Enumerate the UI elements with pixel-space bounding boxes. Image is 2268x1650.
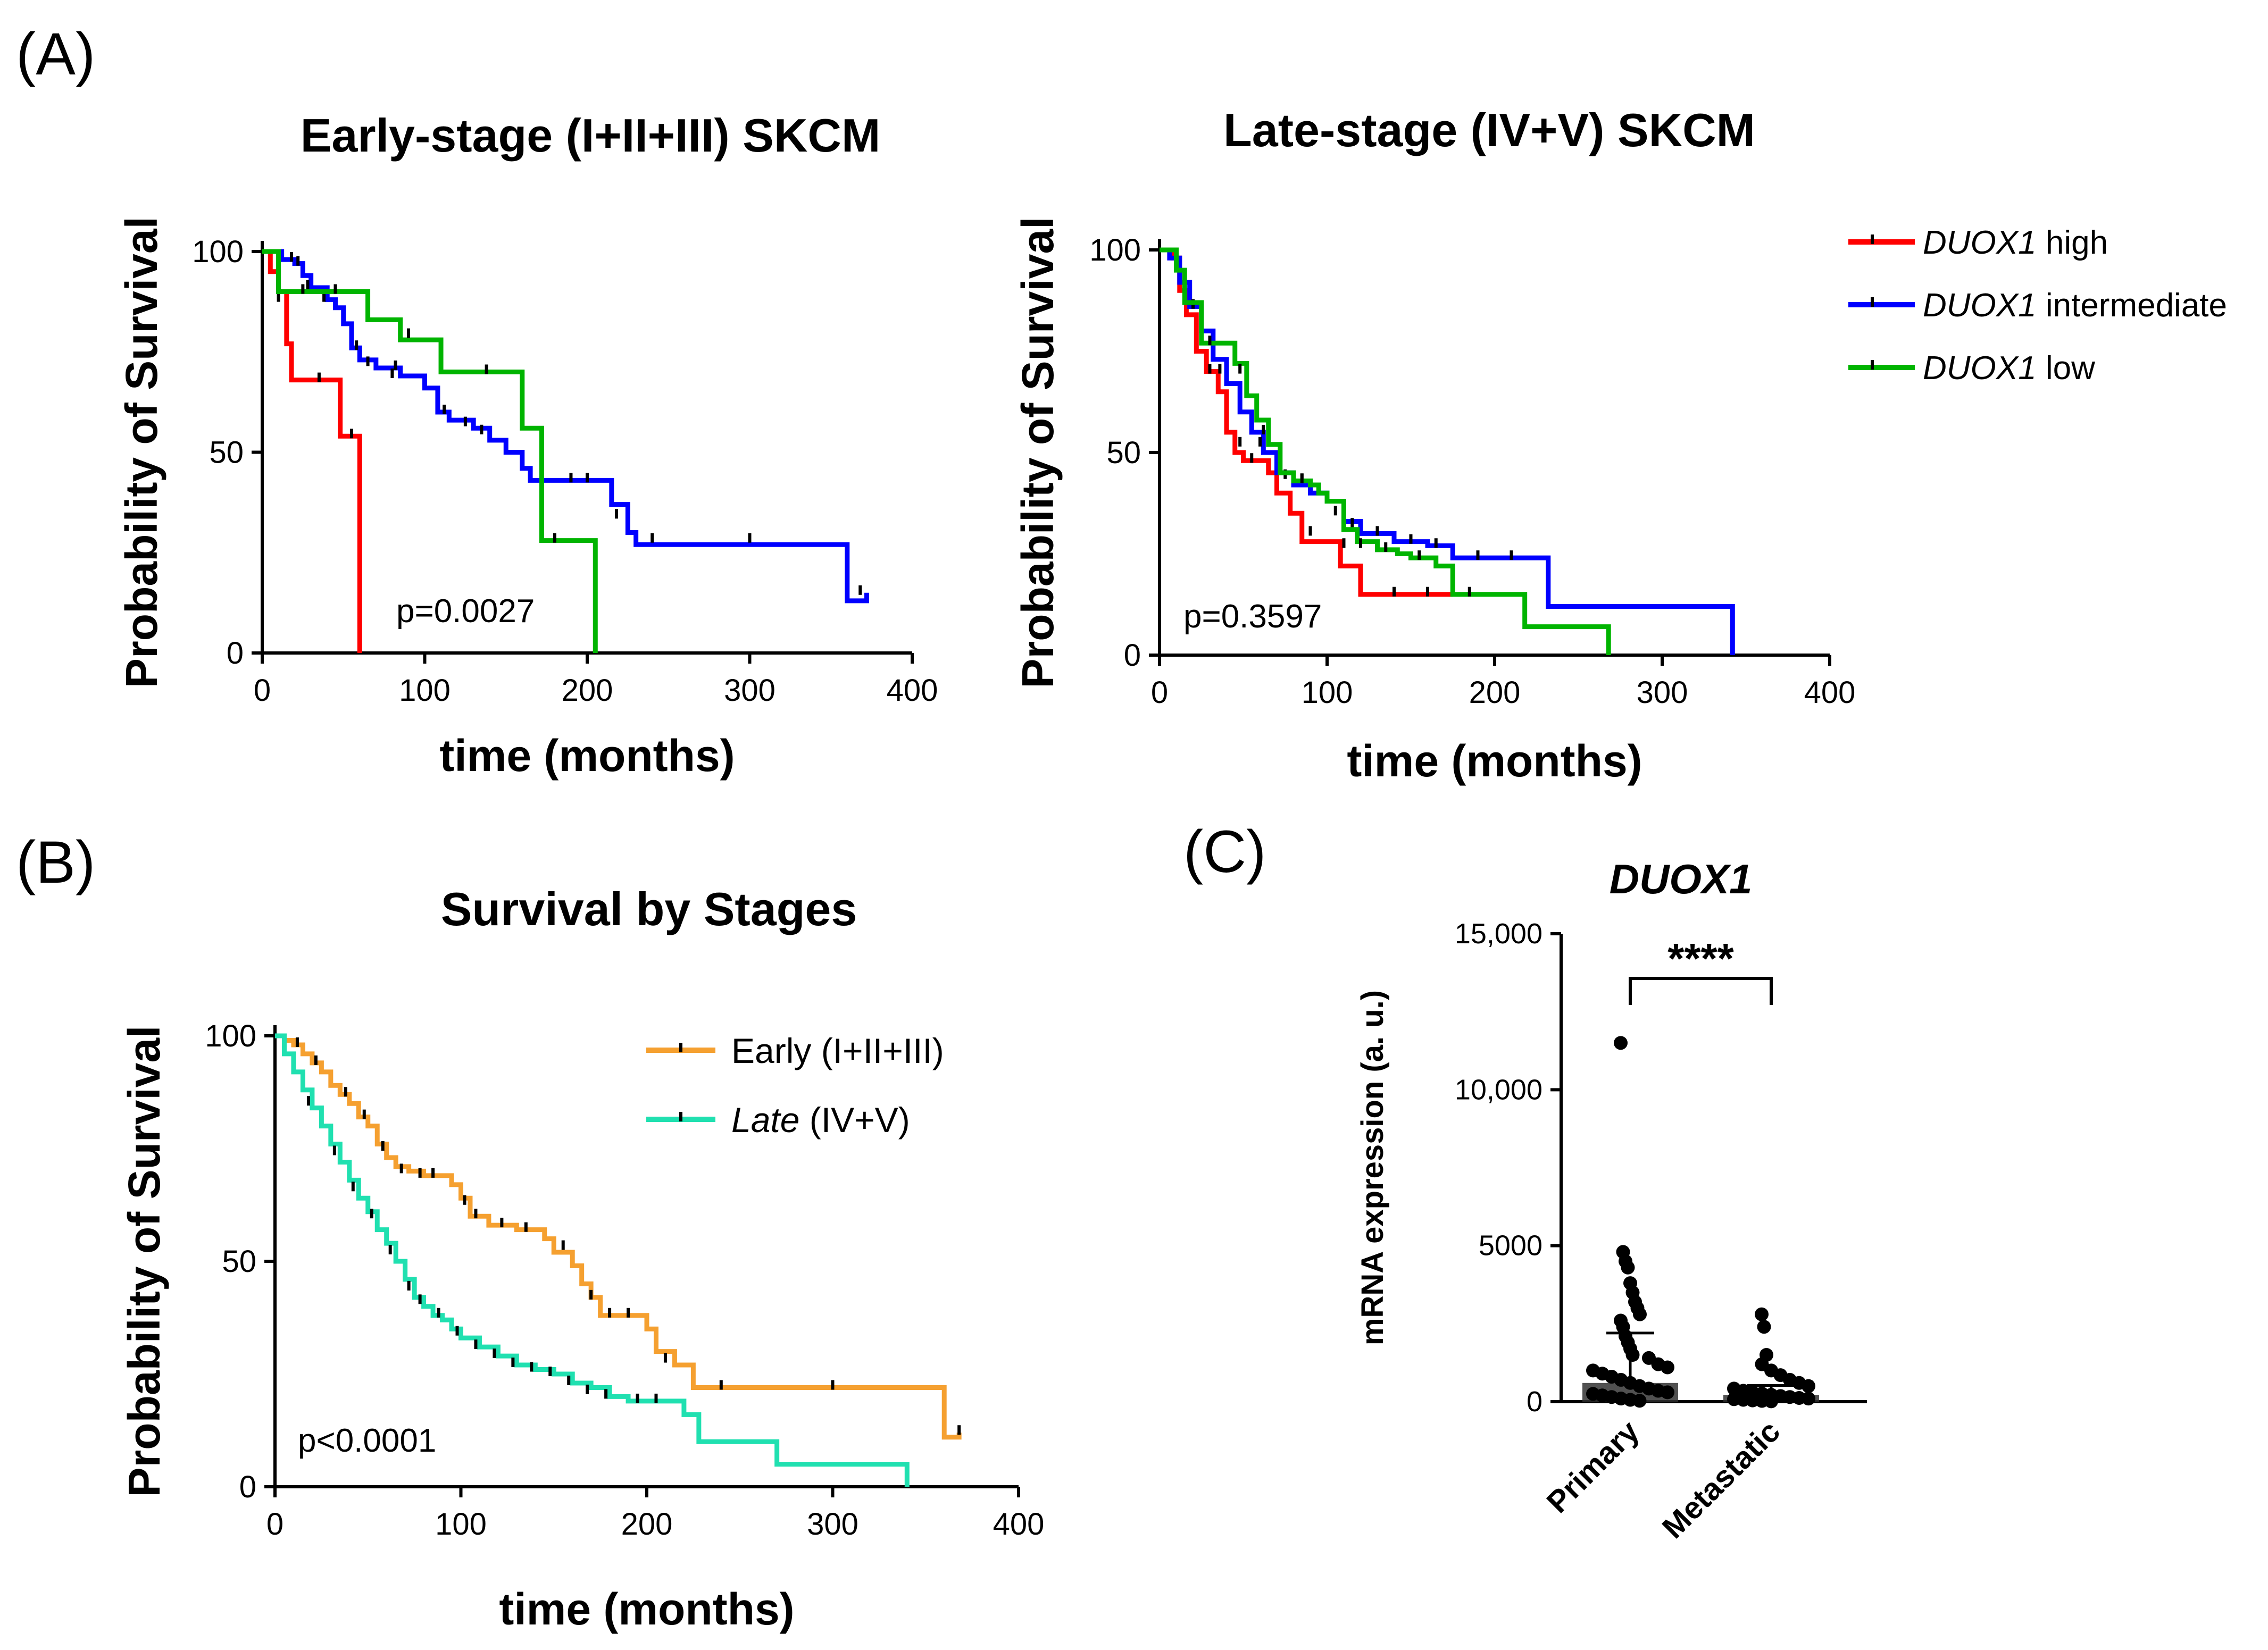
y-tick-label: 50 [1106,435,1141,470]
y-tick-label: 100 [192,234,244,269]
x-tick-label: 100 [435,1507,487,1542]
y-tick-label: 0 [1527,1386,1542,1418]
panel-label-a: (A) [16,21,95,87]
x-tick-label: 200 [562,673,613,708]
data-point [1633,1307,1647,1321]
chart-title: Survival by Stages [441,883,857,935]
y-axis-label: mRNA expression (a. u.) [1355,990,1390,1345]
p-value-label: p<0.0001 [298,1422,436,1459]
data-point [1802,1392,1815,1406]
x-tick-label: 300 [807,1507,858,1542]
chart-early-stage: 0 100 200 300 400 0 50 100 Early-stage (I+II+III… [116,109,938,781]
x-tick-label: 400 [887,673,938,708]
survival-curve-1 [262,249,869,604]
y-tick-label: 15,000 [1455,918,1542,950]
x-tick-label: 0 [266,1507,284,1542]
x-tick-label: 300 [724,673,776,708]
y-tick-label: 0 [239,1470,256,1504]
x-tick-label: 300 [1637,675,1688,710]
y-tick-label: 10,000 [1455,1074,1542,1105]
survival-curve-0 [262,249,362,653]
x-axis-label: time (months) [499,1584,794,1634]
data-point [1802,1379,1815,1393]
chart-title: Early-stage (I+II+III) SKCM [301,109,881,162]
y-axis-label: Probability of Survival [119,1026,169,1497]
legend-level: intermediate [2037,287,2227,324]
data-point [1621,1260,1635,1275]
legend-gene-name: DUOX1 [1923,350,2037,387]
x-tick-label: 200 [621,1507,673,1542]
x-axis-label: time (months) [1347,736,1642,786]
legend-stage-range: (IV+V) [810,1100,910,1140]
x-tick-label: 400 [1804,675,1856,710]
chart-duox1-expression: 0 5000 10,000 15,000 DUOX1 mRNA expression (a… [1355,856,1867,1545]
p-value-label: p=0.0027 [396,593,535,630]
legend-label-0: DUOX1 high [1923,224,2108,261]
y-axis-label: Probability of Survival [1013,217,1063,689]
x-category-label: Metastatic [1656,1414,1787,1545]
legend-level: low [2037,350,2095,387]
significance-label: **** [1667,935,1734,982]
x-tick-label: 200 [1469,675,1521,710]
legend-gene-name: DUOX1 [1923,287,2037,324]
y-tick-label: 50 [222,1244,256,1279]
legend-label-2: DUOX1 low [1923,350,2095,387]
chart-late-stage: 0 100 200 300 400 0 50 100 Late-stage (IV+V) SKC… [1013,104,2227,786]
data-point [1661,1385,1674,1400]
data-point [1632,1394,1647,1408]
p-value-label: p=0.3597 [1183,598,1322,635]
legend-gene-name: DUOX1 [1923,224,2037,261]
y-tick-label: 50 [209,435,244,470]
panel-label-c: (C) [1183,818,1266,885]
legend-level: high [2037,224,2108,261]
x-tick-label: 400 [993,1507,1045,1542]
data-point [1625,1348,1640,1362]
legend-stage-name: Late [731,1100,810,1140]
data-point [1764,1394,1778,1409]
panel-label-b: (B) [16,829,95,895]
chart-title: Late-stage (IV+V) SKCM [1223,104,1755,156]
significance-bracket [1629,977,1773,1005]
y-tick-label: 100 [205,1019,256,1053]
x-category-label: Primary [1540,1414,1646,1520]
survival-curve-2 [262,249,598,653]
chart-survival-by-stages: 0 100 200 300 400 0 50 100 Survival by Stages tim… [119,883,1044,1634]
data-point [1757,1320,1771,1334]
data-point [1755,1307,1769,1321]
x-axis-label: time (months) [439,731,735,781]
x-tick-label: 0 [1151,675,1168,710]
legend-stage-range: Early (I+II+III) [731,1031,944,1070]
survival-curve-2 [1160,247,1611,655]
legend-label-0: Early (I+II+III) [731,1031,944,1070]
y-tick-label: 5000 [1479,1230,1542,1262]
y-tick-label: 0 [1124,638,1141,673]
data-point [1661,1360,1674,1375]
data-point [1614,1036,1628,1050]
x-tick-label: 100 [399,673,451,708]
y-axis-label: Probability of Survival [116,216,166,688]
legend-label-1: DUOX1 intermediate [1923,287,2227,324]
x-tick-label: 0 [254,673,271,708]
survival-curve-0 [275,1033,962,1440]
y-tick-label: 0 [227,636,244,671]
x-tick-label: 100 [1302,675,1353,710]
legend-label-1: Late (IV+V) [731,1100,910,1140]
y-tick-label: 100 [1089,233,1141,267]
chart-title: DUOX1 [1610,856,1753,902]
